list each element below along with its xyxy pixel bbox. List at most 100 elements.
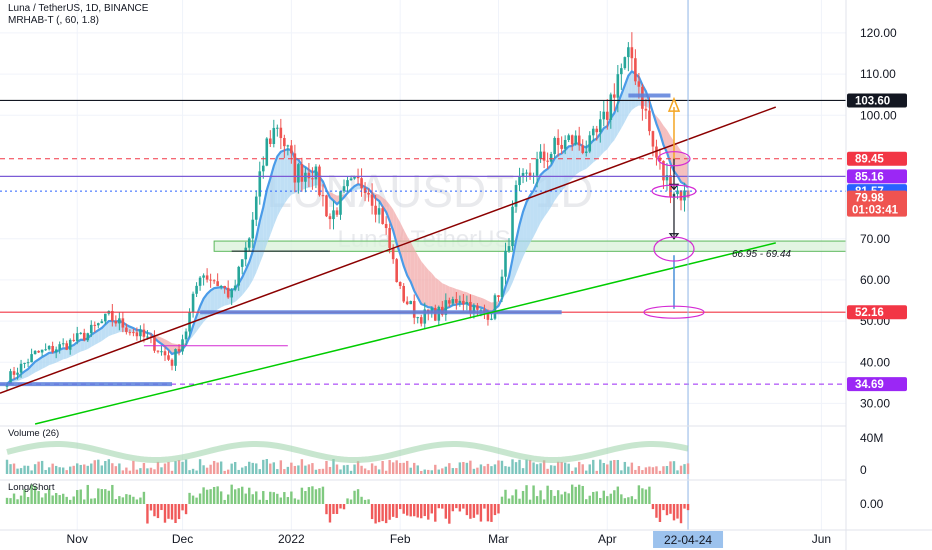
ribbon-segment bbox=[565, 146, 569, 187]
volume-bar bbox=[107, 459, 111, 474]
candle-body bbox=[54, 349, 58, 353]
long-short-bar bbox=[669, 504, 672, 514]
volume-bar bbox=[318, 468, 321, 474]
candle-body bbox=[402, 285, 405, 302]
long-short-bar bbox=[518, 498, 521, 504]
volume-bar bbox=[248, 461, 251, 474]
candle-body bbox=[167, 355, 170, 360]
ribbon-segment bbox=[561, 150, 566, 192]
volume-bar bbox=[623, 461, 627, 474]
volume-bar bbox=[265, 459, 268, 474]
time-axis[interactable]: Nov Dec 2022 Feb Mar Apr Jun 22-04-24 bbox=[0, 529, 932, 548]
long-short-bar bbox=[216, 486, 219, 504]
price-tag bbox=[847, 93, 907, 108]
long-short-bar bbox=[370, 504, 374, 520]
ribbon-segment bbox=[389, 204, 394, 231]
volume-bar bbox=[286, 466, 290, 474]
candle-body bbox=[497, 295, 500, 297]
candle-body bbox=[553, 137, 556, 154]
candle-body bbox=[472, 305, 476, 314]
volume-bar bbox=[297, 465, 300, 474]
volume-bar bbox=[588, 464, 591, 474]
volume-bar bbox=[398, 462, 402, 474]
cursor-date-tag bbox=[653, 531, 724, 548]
price-tag-label: 79.98 bbox=[855, 193, 884, 205]
candle-body bbox=[276, 127, 279, 129]
candle-body bbox=[658, 157, 662, 161]
candle-body bbox=[40, 349, 44, 353]
candle-body bbox=[321, 195, 325, 197]
volume-bar bbox=[149, 467, 153, 474]
candle-body bbox=[363, 188, 367, 193]
price-tick-label: 110.00 bbox=[860, 67, 896, 81]
volume-bar bbox=[434, 464, 437, 474]
candle-body bbox=[419, 317, 423, 324]
horizontal-levels[interactable] bbox=[0, 93, 846, 387]
candle-body bbox=[370, 194, 374, 206]
volume-bar bbox=[644, 467, 648, 474]
projection-annotations[interactable] bbox=[643, 0, 705, 530]
candle-body bbox=[360, 178, 363, 189]
volume-bar bbox=[135, 469, 139, 474]
volume-bar bbox=[486, 463, 490, 474]
volume-bar bbox=[444, 466, 448, 474]
long-short-bar bbox=[339, 504, 342, 509]
candle-body bbox=[641, 86, 644, 109]
candle-body bbox=[374, 205, 377, 215]
trendline bbox=[34, 242, 776, 425]
long-short-bar bbox=[620, 494, 623, 504]
volume-bar bbox=[202, 465, 205, 474]
candle-body bbox=[525, 172, 528, 174]
long-short-bar bbox=[563, 491, 567, 504]
volume-bar bbox=[581, 464, 584, 474]
price-tag-label: 85.16 bbox=[855, 171, 884, 183]
candle-body bbox=[644, 108, 648, 111]
candle-body bbox=[146, 336, 149, 338]
long-short-bar bbox=[490, 504, 493, 522]
volume-pane-label: Volume (26) bbox=[8, 428, 60, 439]
candle-body bbox=[65, 343, 68, 350]
long-short-bar bbox=[444, 504, 448, 519]
long-short-bar bbox=[265, 499, 268, 504]
long-short-bar bbox=[430, 504, 433, 514]
long-short-bar bbox=[560, 494, 563, 504]
candle-body bbox=[254, 196, 258, 220]
candle-body bbox=[237, 266, 241, 286]
price-tag-label: 103.60 bbox=[855, 95, 890, 107]
ribbon-segment bbox=[540, 171, 545, 223]
volume-bar bbox=[26, 465, 30, 474]
candle-body bbox=[384, 223, 388, 229]
volume-bar bbox=[427, 469, 430, 474]
ribbon-segment bbox=[105, 321, 109, 339]
candle-body bbox=[328, 216, 332, 220]
ribbon-segment bbox=[603, 126, 608, 153]
volume-bar bbox=[83, 464, 86, 474]
long-short-bar bbox=[402, 504, 405, 514]
long-short-bar bbox=[335, 504, 339, 514]
candle-body bbox=[567, 135, 570, 140]
candle-body bbox=[177, 349, 181, 352]
candle-body bbox=[9, 371, 12, 384]
candle-body bbox=[100, 321, 104, 324]
trendline bbox=[0, 106, 777, 394]
pane-tick-label: 40M bbox=[860, 431, 883, 445]
candle-body bbox=[272, 127, 276, 145]
long-short-bar bbox=[93, 498, 96, 504]
volume-bar bbox=[370, 463, 374, 474]
long-short-bar bbox=[381, 504, 384, 522]
volume-bar bbox=[679, 465, 683, 474]
price-tag-label: 89.45 bbox=[855, 154, 884, 166]
projection-arrow-head bbox=[668, 183, 680, 191]
candle-body bbox=[265, 138, 269, 166]
volume-bar bbox=[223, 470, 226, 474]
price-tag bbox=[847, 377, 907, 392]
candle-body bbox=[205, 275, 209, 280]
long-short-bar bbox=[672, 504, 676, 521]
trendlines[interactable] bbox=[0, 106, 777, 425]
price-axis[interactable]: 120.00110.00100.0070.0060.0050.0040.0030… bbox=[845, 0, 897, 550]
volume-bar bbox=[518, 459, 521, 474]
long-short-bar bbox=[223, 499, 226, 504]
long-short-bar bbox=[128, 494, 132, 504]
candle-body bbox=[500, 276, 504, 297]
